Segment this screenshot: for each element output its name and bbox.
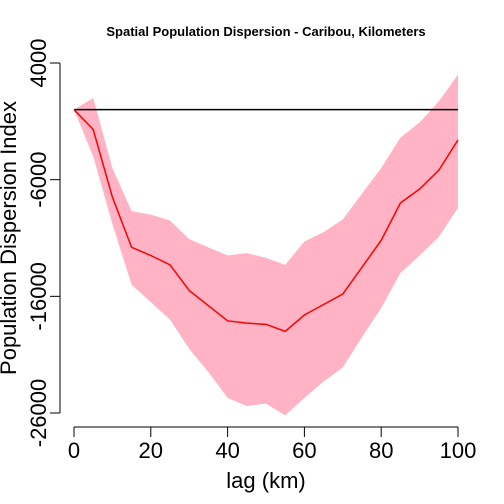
x-tick-label: 20 bbox=[139, 438, 163, 463]
x-tick-label: 60 bbox=[292, 438, 316, 463]
x-axis-label: lag (km) bbox=[226, 468, 305, 493]
y-tick-label: -6000 bbox=[26, 152, 51, 208]
y-axis-label: Population Dispersion Index bbox=[0, 101, 21, 375]
confidence-band bbox=[74, 74, 458, 416]
series-line bbox=[73, 109, 459, 333]
y-tick-label: -26000 bbox=[26, 379, 51, 448]
x-tick-label: 100 bbox=[440, 438, 477, 463]
x-tick-label: 40 bbox=[215, 438, 239, 463]
plot-area bbox=[73, 74, 459, 416]
y-tick-label: 4000 bbox=[26, 39, 51, 88]
y-tick-label: -16000 bbox=[26, 262, 51, 331]
x-tick-label: 80 bbox=[369, 438, 393, 463]
x-tick-label: 0 bbox=[68, 438, 80, 463]
chart-title: Spatial Population Dispersion - Caribou,… bbox=[106, 24, 425, 39]
x-axis: 0 20 40 60 80 100 bbox=[68, 426, 477, 463]
y-axis: 4000 -6000 -16000 -26000 bbox=[26, 39, 61, 448]
